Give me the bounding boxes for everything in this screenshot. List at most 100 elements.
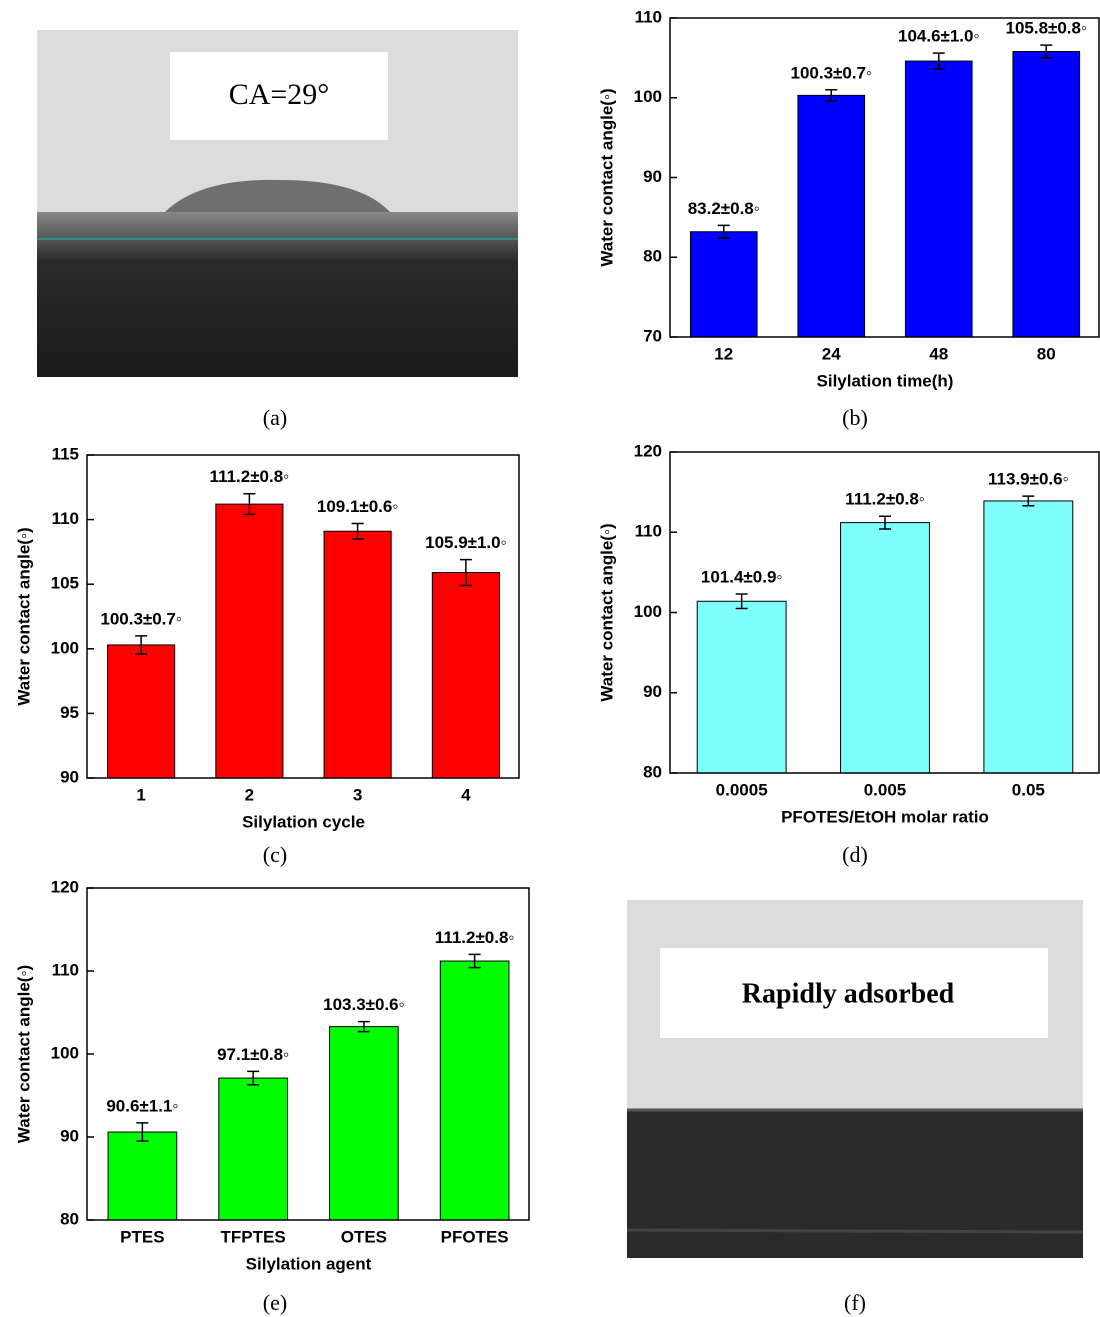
y-tick-label: 105 xyxy=(51,574,79,593)
data-label: 105.9±1.0◦ xyxy=(425,533,507,552)
panel-label: (a) xyxy=(263,405,287,430)
y-tick-label: 95 xyxy=(60,703,79,722)
error-bar xyxy=(243,493,256,516)
plot-frame xyxy=(669,451,1100,774)
bar xyxy=(983,500,1074,774)
x-axis-label: Silylation cycle xyxy=(242,812,365,831)
error-bar xyxy=(247,1070,260,1086)
x-tick-label: 12 xyxy=(714,344,733,363)
data-label: 90.6±1.1◦ xyxy=(106,1096,178,1115)
x-tick-label: 0.0005 xyxy=(716,780,768,799)
plot-frame xyxy=(86,887,530,1221)
photo-a: CA=29° xyxy=(37,30,518,377)
panel-label: (e) xyxy=(263,1290,287,1315)
y-tick-label: 90 xyxy=(643,682,662,701)
bar xyxy=(107,1131,178,1221)
bar xyxy=(1012,50,1081,338)
bar xyxy=(904,60,973,338)
plot-frame xyxy=(669,17,1100,338)
bar xyxy=(689,231,758,338)
y-tick-label: 80 xyxy=(643,247,662,266)
error-bar xyxy=(1022,495,1035,507)
error-bar xyxy=(1040,44,1053,59)
y-tick-label: 80 xyxy=(60,1209,79,1228)
error-bar xyxy=(932,52,945,70)
bar xyxy=(431,572,500,779)
y-axis-label: Water contact angle(◦) xyxy=(14,527,33,705)
error-bar xyxy=(357,1020,370,1033)
bar xyxy=(797,94,866,338)
y-tick-label: 100 xyxy=(51,638,79,657)
photo-caption: CA=29° xyxy=(229,78,330,111)
bar xyxy=(323,530,392,779)
bar xyxy=(215,503,284,779)
error-bar xyxy=(717,224,730,239)
error-bar xyxy=(825,89,838,102)
x-tick-label: 48 xyxy=(929,344,948,363)
x-tick-label: TFPTES xyxy=(221,1227,286,1246)
data-label: 104.6±1.0◦ xyxy=(898,27,980,46)
y-tick-label: 100 xyxy=(634,87,662,106)
bar xyxy=(107,644,176,779)
error-bar xyxy=(351,522,364,540)
x-tick-label: OTES xyxy=(341,1227,387,1246)
x-tick-label: 24 xyxy=(822,344,841,363)
bar xyxy=(439,960,510,1221)
error-bar xyxy=(135,635,148,655)
y-tick-label: 110 xyxy=(52,509,79,528)
x-tick-label: 3 xyxy=(353,785,362,804)
error-bar xyxy=(136,1122,149,1142)
x-axis-label: PFOTES/EtOH molar ratio xyxy=(781,807,989,826)
x-axis-label: Silylation time(h) xyxy=(817,371,954,390)
panel-label: (f) xyxy=(844,1290,866,1315)
error-bar xyxy=(459,558,472,587)
panel-label: (b) xyxy=(842,405,868,430)
y-tick-label: 110 xyxy=(635,7,662,26)
x-tick-label: PFOTES xyxy=(441,1227,509,1246)
data-label: 111.2±0.8◦ xyxy=(435,928,515,947)
data-label: 105.8±0.8◦ xyxy=(1005,19,1087,38)
bar xyxy=(840,522,930,774)
y-tick-label: 100 xyxy=(51,1043,79,1062)
y-axis-label: Water contact angle(◦) xyxy=(597,523,616,701)
y-tick-label: 90 xyxy=(60,1126,79,1145)
panel-label: (c) xyxy=(263,842,287,867)
x-tick-label: 80 xyxy=(1037,344,1056,363)
y-tick-label: 110 xyxy=(635,522,662,541)
x-tick-label: 4 xyxy=(461,785,471,804)
y-tick-label: 120 xyxy=(634,441,662,460)
y-tick-label: 120 xyxy=(51,877,79,896)
y-tick-label: 110 xyxy=(52,960,79,979)
data-label: 100.3±0.7◦ xyxy=(790,63,872,82)
x-tick-label: 2 xyxy=(245,785,254,804)
bar xyxy=(329,1026,399,1221)
error-bar xyxy=(735,593,748,610)
y-tick-label: 90 xyxy=(643,167,662,186)
y-axis-label: Water contact angle(◦) xyxy=(14,965,33,1143)
data-label: 100.3±0.7◦ xyxy=(100,609,182,628)
y-tick-label: 70 xyxy=(643,326,662,345)
x-axis-label: Silylation agent xyxy=(246,1254,372,1273)
bar xyxy=(218,1077,288,1221)
panel-label: (d) xyxy=(842,842,868,867)
error-bar xyxy=(468,953,481,969)
x-tick-label: 0.005 xyxy=(864,780,907,799)
bar xyxy=(696,600,787,774)
y-tick-label: 90 xyxy=(60,767,79,786)
data-label: 83.2±0.8◦ xyxy=(688,199,760,218)
data-label: 101.4±0.9◦ xyxy=(701,568,783,587)
y-axis-label: Water contact angle(◦) xyxy=(597,88,616,266)
photo-caption: Rapidly adsorbed xyxy=(742,978,955,1009)
photo-f: Rapidly adsorbed xyxy=(626,900,1084,1258)
data-label: 111.2±0.8◦ xyxy=(210,467,290,486)
data-label: 97.1±0.8◦ xyxy=(217,1045,289,1064)
data-label: 103.3±0.6◦ xyxy=(323,995,405,1014)
x-tick-label: 0.05 xyxy=(1012,780,1045,799)
data-label: 109.1±0.6◦ xyxy=(317,497,399,516)
x-tick-label: PTES xyxy=(120,1227,164,1246)
data-label: 111.2±0.8◦ xyxy=(845,490,925,509)
data-label: 113.9±0.6◦ xyxy=(988,470,1069,489)
plot-frame xyxy=(86,454,520,779)
x-tick-label: 1 xyxy=(136,785,145,804)
